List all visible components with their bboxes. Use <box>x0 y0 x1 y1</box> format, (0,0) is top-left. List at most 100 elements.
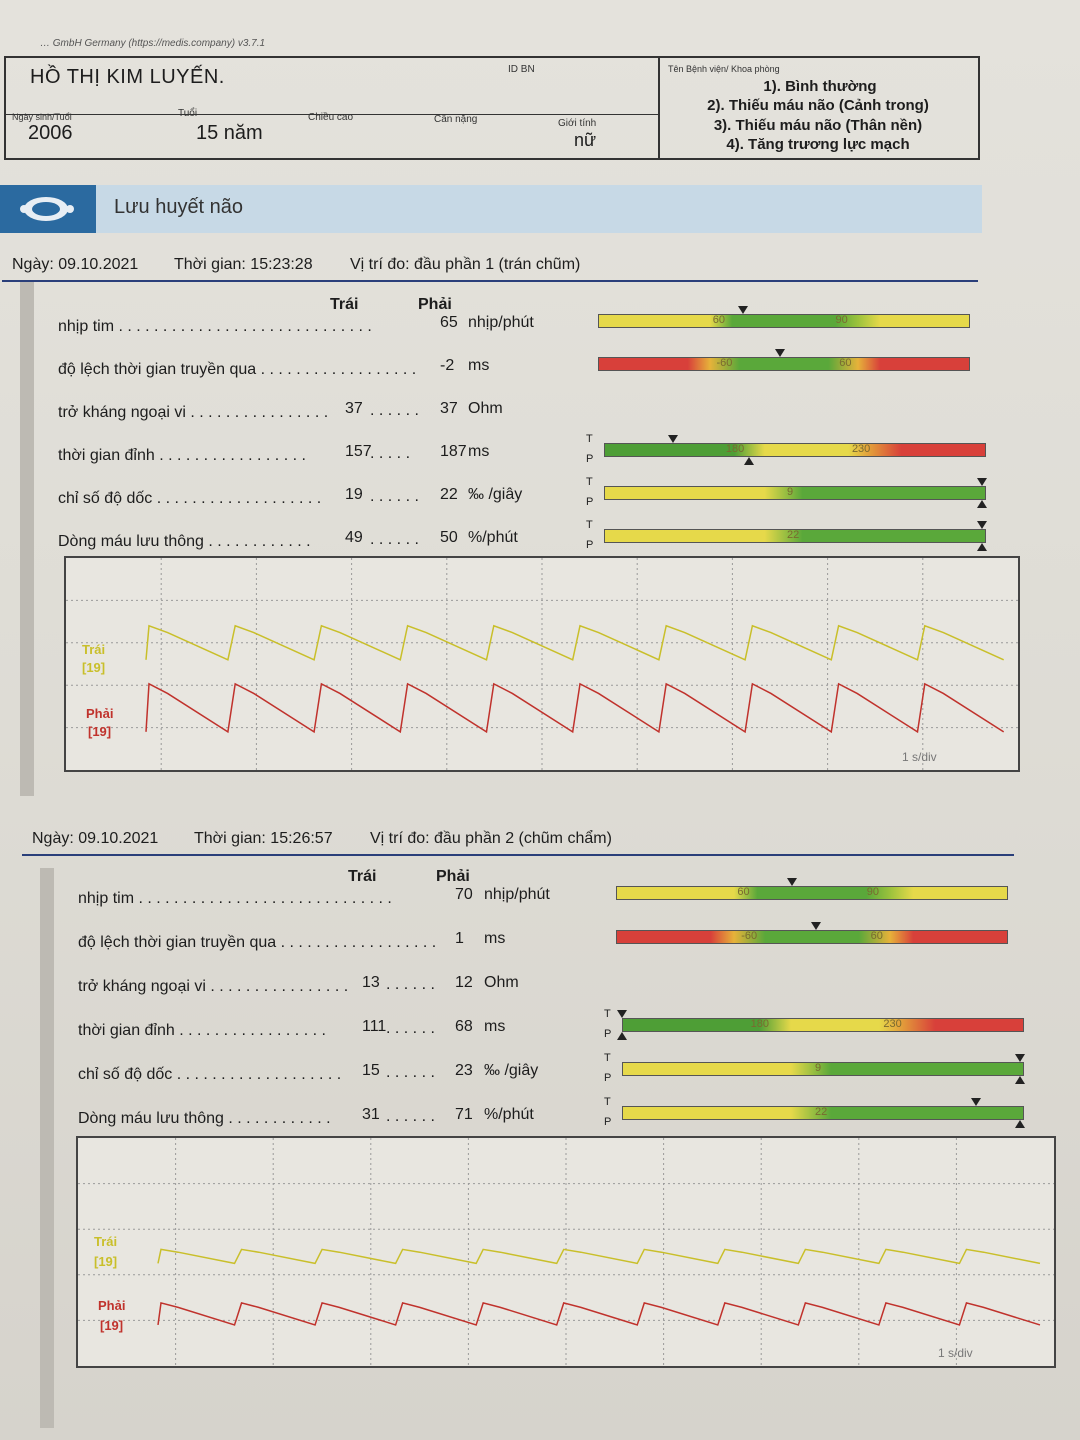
header-divider <box>4 114 660 115</box>
trace-right-number: [19] <box>88 724 112 739</box>
scale-tick-label: 90 <box>866 886 879 898</box>
patient-header-box <box>4 56 980 160</box>
scale-tick-label: 90 <box>835 314 848 326</box>
patient-name: HỒ THỊ KIM LUYẾN. <box>30 66 225 88</box>
value-separator: . . . . . . <box>370 402 419 419</box>
marker-label-t: T <box>604 1096 611 1108</box>
row-label: trở kháng ngoại vi . . . . . . . . . . .… <box>58 404 329 421</box>
section-rule <box>22 854 1014 856</box>
trace-left-label: Trái <box>94 1234 118 1249</box>
value-separator: . . . . . . <box>386 1108 435 1125</box>
marker-label-p: P <box>586 539 594 551</box>
row-label: nhịp tim . . . . . . . . . . . . . . . .… <box>78 890 392 907</box>
value-right: 1 <box>455 930 464 947</box>
measurement-time: Thời gian: 15:23:28 <box>174 256 313 273</box>
reference-scale-bar <box>598 357 970 371</box>
left-value-marker <box>617 1010 627 1018</box>
diagnosis-2: 2). Thiếu máu não (Cảnh trong) <box>707 97 929 114</box>
value-separator: . . . . . . <box>386 1064 435 1081</box>
value-separator: . . . . . <box>370 445 411 462</box>
reference-scale-bar <box>622 1018 1024 1032</box>
marker-label-p: P <box>604 1028 612 1040</box>
section-rule <box>2 280 978 282</box>
marker-label-t: T <box>586 476 593 488</box>
scale-tick-label: 230 <box>883 1018 902 1030</box>
row-label: chỉ số độ dốc . . . . . . . . . . . . . … <box>58 490 322 507</box>
column-head-left: Trái <box>348 868 377 885</box>
left-value-marker <box>977 521 988 529</box>
row-label: thời gian đỉnh . . . . . . . . . . . . .… <box>78 1022 326 1039</box>
value-right: 68 <box>455 1018 473 1035</box>
scale-tick-label: 230 <box>851 443 871 455</box>
row-label: thời gian đỉnh . . . . . . . . . . . . .… <box>58 447 306 464</box>
reference-scale-bar <box>604 443 986 457</box>
value-left: 37 <box>345 400 363 417</box>
value-right: 70 <box>455 886 473 903</box>
value-left: 157 <box>345 443 372 460</box>
left-value-marker <box>810 922 821 930</box>
scale-tick-label: 9 <box>815 1062 822 1074</box>
left-value-marker <box>667 435 678 443</box>
value-unit: ms <box>484 1018 506 1035</box>
sex-label: Giới tính <box>558 118 597 129</box>
brain-icon <box>0 185 96 233</box>
measurement-date: Ngày: 09.10.2021 <box>32 830 159 847</box>
value-separator: . . . . . . <box>386 1020 435 1037</box>
measurement-position: Vị trí đo: đầu phần 1 (trán chũm) <box>350 256 581 273</box>
marker-label-p: P <box>586 496 594 508</box>
value-right: 187 <box>440 443 467 460</box>
reference-scale-bar <box>598 314 970 328</box>
marker-label-p: P <box>586 453 594 465</box>
scale-tick-label: 22 <box>815 1106 828 1118</box>
value-unit: ms <box>468 443 490 460</box>
value-unit: nhịp/phút <box>484 886 550 903</box>
time-per-division: 1 s/div <box>938 1346 973 1360</box>
rheogram-waveform-panel: Trái [19] Phải [19] 1 s/div <box>76 1136 1056 1368</box>
value-right: 12 <box>455 974 473 991</box>
right-value-marker <box>1014 1076 1025 1084</box>
software-version-line: … GmbH Germany (https://medis.company) v… <box>40 38 266 49</box>
age-label: Tuổi <box>178 108 198 119</box>
rheogram-waveform-panel: Trái [19] Phải [19] 1 s/div <box>64 556 1020 772</box>
left-value-marker <box>977 478 988 486</box>
row-label: độ lệch thời gian truyền qua . . . . . .… <box>78 934 437 951</box>
value-unit: %/phút <box>484 1106 534 1123</box>
diagnosis-3: 3). Thiếu máu não (Thân nền) <box>713 117 923 134</box>
scale-tick-label: 60 <box>839 357 852 369</box>
department-label: Tên Bệnh viện/ Khoa phòng <box>668 64 780 74</box>
marker-label-p: P <box>604 1072 612 1084</box>
column-head-right: Phải <box>418 296 452 313</box>
scale-tick-label: 180 <box>725 443 745 455</box>
right-value-marker <box>1014 1120 1025 1128</box>
banner-title: Lưu huyết não <box>114 196 244 218</box>
reference-scale-bar <box>616 930 1008 944</box>
measurement-date: Ngày: 09.10.2021 <box>12 256 139 273</box>
row-label: độ lệch thời gian truyền qua . . . . . .… <box>58 361 417 378</box>
left-value-marker <box>970 1098 981 1106</box>
scale-tick-label: 180 <box>750 1018 770 1030</box>
value-unit: ms <box>484 930 506 947</box>
weight-label: Cân nặng <box>434 114 478 125</box>
section-side-bar <box>20 282 34 796</box>
diagnosis-1: 1). Bình thường <box>763 78 877 95</box>
value-unit: Ohm <box>484 974 519 991</box>
value-right: 23 <box>455 1062 473 1079</box>
value-right: 50 <box>440 529 458 546</box>
header-divider <box>658 58 660 160</box>
age-value: 15 năm <box>196 122 263 144</box>
waveform-svg <box>66 558 1018 770</box>
left-value-marker <box>775 349 786 357</box>
right-value-marker <box>977 500 988 508</box>
measurement-position: Vị trí đo: đầu phần 2 (chũm chẩm) <box>370 830 612 847</box>
value-separator: . . . . . . <box>370 488 419 505</box>
trace-right-label: Phải <box>86 706 114 721</box>
value-right: 37 <box>440 400 458 417</box>
right-value-marker <box>744 457 755 465</box>
row-label: trở kháng ngoại vi . . . . . . . . . . .… <box>78 978 349 995</box>
value-unit: ms <box>468 357 490 374</box>
reference-scale-bar <box>622 1106 1024 1120</box>
value-separator: . . . . . . <box>370 531 419 548</box>
value-separator: . . . . . . <box>386 976 435 993</box>
trace-right-number: [19] <box>100 1318 124 1333</box>
